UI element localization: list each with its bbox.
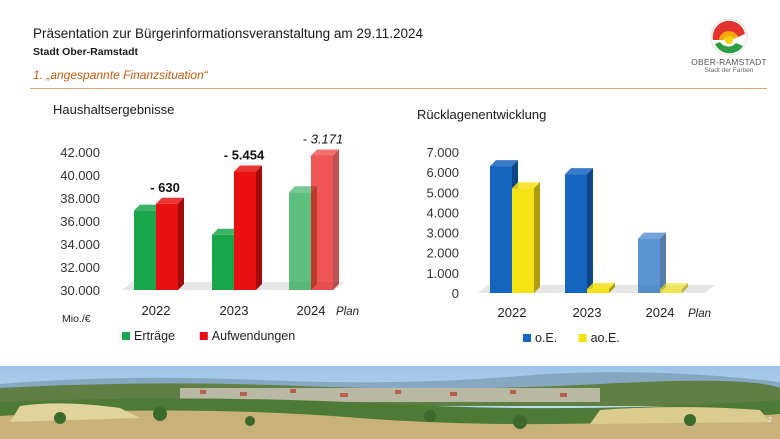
presentation-title: Präsentation zur Bürgerinformationsveran… (33, 26, 423, 41)
bar-ao.E.-2022 (512, 182, 540, 293)
y-tick-label: 6.000 (426, 165, 459, 180)
x-category-label: 2022 (142, 303, 171, 318)
difference-annotation: - 5.454 (224, 148, 265, 163)
y-tick-label: 5.000 (426, 185, 459, 200)
unit-label: Mio./€ (62, 313, 91, 325)
haushaltsergebnisse-chart: 30.000 32.000 34.000 36.000 38.000 40.000 42.0… (60, 131, 359, 343)
y-tick-label: 34.000 (60, 237, 100, 252)
bar-ao.E.-2024 (660, 282, 688, 293)
legend-swatch (122, 332, 130, 340)
category-note-plan: Plan (688, 308, 711, 320)
x-category-label: 2023 (220, 303, 249, 318)
city-logo (710, 18, 748, 56)
logo-wordmark: OBER-RAMSTADT (691, 57, 767, 67)
header-divider (30, 88, 767, 89)
bar-Aufwendungen-2024 (311, 149, 339, 290)
bar-ao.E.-2023 (587, 282, 615, 293)
y-tick-label: 36.000 (60, 214, 100, 229)
chart-title-ruecklagenentwicklung: Rücklagenentwicklung (417, 107, 547, 122)
y-tick-label: 38.000 (60, 191, 100, 206)
legend-entry: Erträge (134, 329, 175, 343)
legend-swatch (578, 334, 587, 342)
bar-o.E.-2024 (638, 232, 666, 293)
difference-annotation: - 3.171 (303, 131, 343, 146)
x-category-label: 2024 (297, 303, 326, 318)
x-category-label: 2024 (646, 305, 675, 320)
y-tick-label: 32.000 (60, 260, 100, 275)
y-tick-label: 0 (452, 286, 459, 301)
y-tick-label: 42.000 (60, 145, 100, 160)
legend-entry: o.E. (535, 331, 557, 345)
y-tick-label: 30.000 (60, 283, 100, 298)
ruecklagenentwicklung-chart: 0 1.000 2.000 3.000 4.000 5.000 6.000 7.000 2022… (426, 145, 715, 345)
organization-name: Stadt Ober-Ramstadt (33, 46, 139, 58)
y-tick-label: 3.000 (426, 226, 459, 241)
y-tick-label: 2.000 (426, 246, 459, 261)
difference-annotation: - 630 (150, 180, 180, 195)
legend-swatch (199, 332, 208, 340)
y-tick-label: 40.000 (60, 168, 100, 183)
section-heading: 1. „angespannte Finanzsituation“ (33, 68, 208, 82)
x-category-label: 2022 (498, 305, 527, 320)
logo-tagline: Stadt der Farben (704, 67, 754, 74)
x-category-label: 2023 (573, 305, 602, 320)
bar-Aufwendungen-2023 (234, 165, 262, 290)
bar-Aufwendungen-2022 (156, 197, 184, 290)
page-number: 2 (768, 417, 772, 424)
y-tick-label: 4.000 (426, 205, 459, 220)
category-note-plan: Plan (336, 306, 359, 318)
legend-entry: ao.E. (591, 331, 620, 345)
y-tick-label: 7.000 (426, 145, 459, 160)
legend-entry: Aufwendungen (212, 329, 295, 343)
legend-swatch (523, 334, 531, 342)
chart-title-haushaltsergebnisse: Haushaltsergebnisse (53, 102, 175, 117)
y-tick-label: 1.000 (426, 266, 459, 281)
bar-o.E.-2023 (565, 168, 593, 293)
landscape-panorama-image (0, 366, 780, 439)
